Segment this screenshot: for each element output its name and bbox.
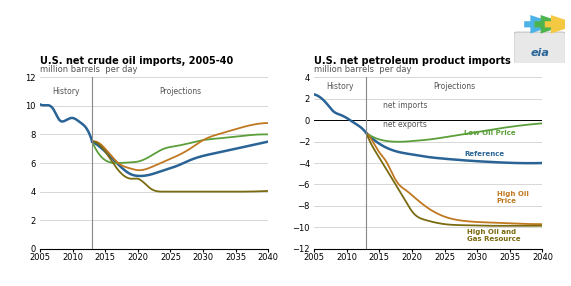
Text: Reference: Reference xyxy=(464,152,504,157)
Text: million barrels  per day: million barrels per day xyxy=(40,65,138,74)
Text: Low Oil Price: Low Oil Price xyxy=(464,130,516,136)
FancyArrow shape xyxy=(534,15,568,33)
Text: History: History xyxy=(327,82,354,90)
Text: eia: eia xyxy=(530,48,549,57)
Text: High Oil
Price: High Oil Price xyxy=(497,191,529,204)
Text: History: History xyxy=(53,87,80,96)
Text: Projections: Projections xyxy=(159,87,202,96)
Text: net exports: net exports xyxy=(383,120,427,129)
Text: U.S. net crude oil imports, 2005-40: U.S. net crude oil imports, 2005-40 xyxy=(40,56,233,66)
FancyBboxPatch shape xyxy=(514,32,565,65)
Text: High Oil and
Gas Resource: High Oil and Gas Resource xyxy=(468,229,521,243)
Text: Projections: Projections xyxy=(433,82,476,90)
Text: U.S. net petroleum product imports: U.S. net petroleum product imports xyxy=(314,56,511,66)
Text: net imports: net imports xyxy=(383,101,427,110)
FancyArrow shape xyxy=(545,15,571,33)
Text: million barrels  per day: million barrels per day xyxy=(314,65,412,74)
FancyArrow shape xyxy=(524,15,558,33)
